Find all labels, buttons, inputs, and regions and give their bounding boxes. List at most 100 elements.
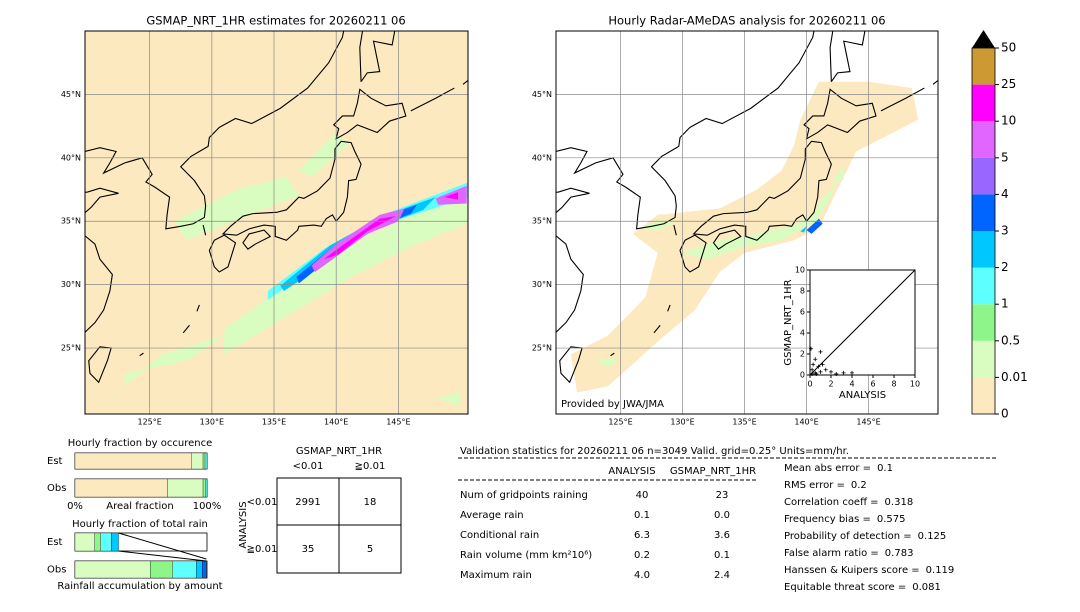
point (818, 349, 823, 354)
bar-segment (111, 532, 119, 552)
score-value: 0.575 (877, 514, 906, 525)
score-label: Equitable threat score = (784, 582, 906, 593)
colorbar-bin (972, 340, 995, 378)
bar-segment (205, 478, 208, 498)
x-tick-label: 140°E (794, 418, 818, 427)
point (816, 364, 821, 369)
row-label: <0.01 (247, 497, 278, 508)
connector (118, 550, 207, 562)
bar-segment (202, 478, 206, 498)
map-frame (555, 30, 939, 415)
score-value: 0.318 (885, 497, 914, 508)
score: Equitable threat score = 0.081 (784, 582, 941, 593)
x-axis-label: ANALYSIS (839, 390, 886, 401)
y-tick-label: 25°N (61, 344, 81, 353)
table-cell: 18 (364, 497, 377, 508)
connector (118, 532, 207, 560)
bar-segment (202, 452, 206, 470)
point (820, 362, 825, 367)
bar-segment (191, 452, 204, 470)
bar-segment (100, 532, 112, 552)
score-label: Probability of detection = (784, 531, 912, 542)
y-tick-label: 45°N (532, 90, 552, 99)
reference-line (809, 269, 916, 376)
score-label: Hanssen & Kuipers score = (784, 565, 920, 576)
bar-segment (167, 478, 204, 498)
score: False alarm ratio = 0.783 (784, 548, 913, 559)
y-tick-label: 6 (800, 308, 805, 317)
colorbar-label: 0 (1001, 407, 1009, 421)
category-label: Est (47, 537, 63, 548)
y-tick-label: 0 (800, 371, 805, 380)
y-tick-label: 35°N (61, 217, 81, 226)
x-tick-label: 135°E (262, 418, 286, 427)
y-tick-label: 40°N (61, 153, 81, 162)
y-tick-label: 35°N (532, 217, 552, 226)
chart-title: Hourly fraction of total rain (72, 519, 208, 530)
stat-value: 0.2 (634, 550, 650, 561)
bar-segment (172, 560, 197, 579)
colorbar-bin (972, 48, 995, 85)
point (841, 370, 846, 375)
x-axis-label: Areal fraction (106, 501, 173, 512)
point (808, 373, 812, 377)
column-label: ≧0.01 (355, 461, 386, 472)
stats-title: Validation statistics for 20260211 06 n=… (460, 446, 849, 457)
category-label: Est (47, 456, 63, 467)
y-tick-label: 40°N (532, 153, 552, 162)
x-tick-label: 8 (891, 380, 896, 389)
y-tick-label: 10 (795, 266, 805, 275)
row-label: Maximum rain (460, 570, 532, 581)
y-tick-label: 45°N (61, 90, 81, 99)
point (823, 367, 828, 372)
row-title: ANALYSIS (238, 501, 249, 548)
colorbar-bin (972, 231, 995, 268)
column-header: ANALYSIS (608, 466, 655, 477)
stat-value: 23 (716, 490, 729, 501)
stat-value: 40 (636, 490, 649, 501)
y-tick-label: 4 (800, 329, 805, 338)
stat-value: 3.6 (714, 530, 730, 541)
colorbar-label: 3 (1001, 224, 1009, 238)
column-label: <0.01 (293, 461, 324, 472)
row-label: Conditional rain (460, 530, 539, 541)
y-tick-label: 30°N (532, 280, 552, 289)
colorbar-label: 25 (1001, 77, 1016, 91)
map-frame (84, 30, 469, 415)
point (814, 371, 819, 376)
x-tick-label: 130°E (670, 418, 694, 427)
colorbar-extend (972, 30, 995, 48)
bar-segment (74, 452, 192, 470)
colorbar-label: 0.5 (1001, 333, 1020, 347)
score-label: RMS error = (784, 480, 845, 491)
x-tick-label: 145°E (386, 418, 410, 427)
y-tick-label: 8 (800, 287, 805, 296)
point (810, 367, 815, 372)
x-tick-label: 140°E (324, 418, 348, 427)
score-value: 0.125 (918, 531, 947, 542)
y-tick-label: 25°N (532, 344, 552, 353)
colorbar-label: 5 (1001, 150, 1009, 164)
colorbar-label: 2 (1001, 260, 1009, 274)
stat-value: 2.4 (714, 570, 730, 581)
score-value: 0.783 (885, 548, 914, 559)
x-tick-label: 135°E (732, 418, 756, 427)
colorbar-bin (972, 121, 995, 158)
x-axis-label: Rainfall accumulation by amount (57, 581, 222, 592)
map-layer (75, 18, 468, 406)
score-label: False alarm ratio = (784, 548, 879, 559)
colorbar-label: 1 (1001, 297, 1009, 311)
map-title: GSMAP_NRT_1HR estimates for 20260211 06 (146, 14, 405, 28)
score-value: 0.2 (851, 480, 867, 491)
bar-segment (94, 532, 101, 552)
score: Frequency bias = 0.575 (784, 514, 906, 525)
stat-value: 4.0 (634, 570, 650, 581)
x-tick-label: 0 (807, 380, 812, 389)
score-label: Frequency bias = (784, 514, 871, 525)
y-axis-label: GSMAP_NRT_1HR (783, 279, 794, 365)
bar-segment (74, 478, 168, 498)
point (818, 369, 823, 374)
table-cell: 5 (367, 544, 373, 555)
colorbar-label: 10 (1001, 114, 1016, 128)
x-tick-label: 125°E (608, 418, 632, 427)
